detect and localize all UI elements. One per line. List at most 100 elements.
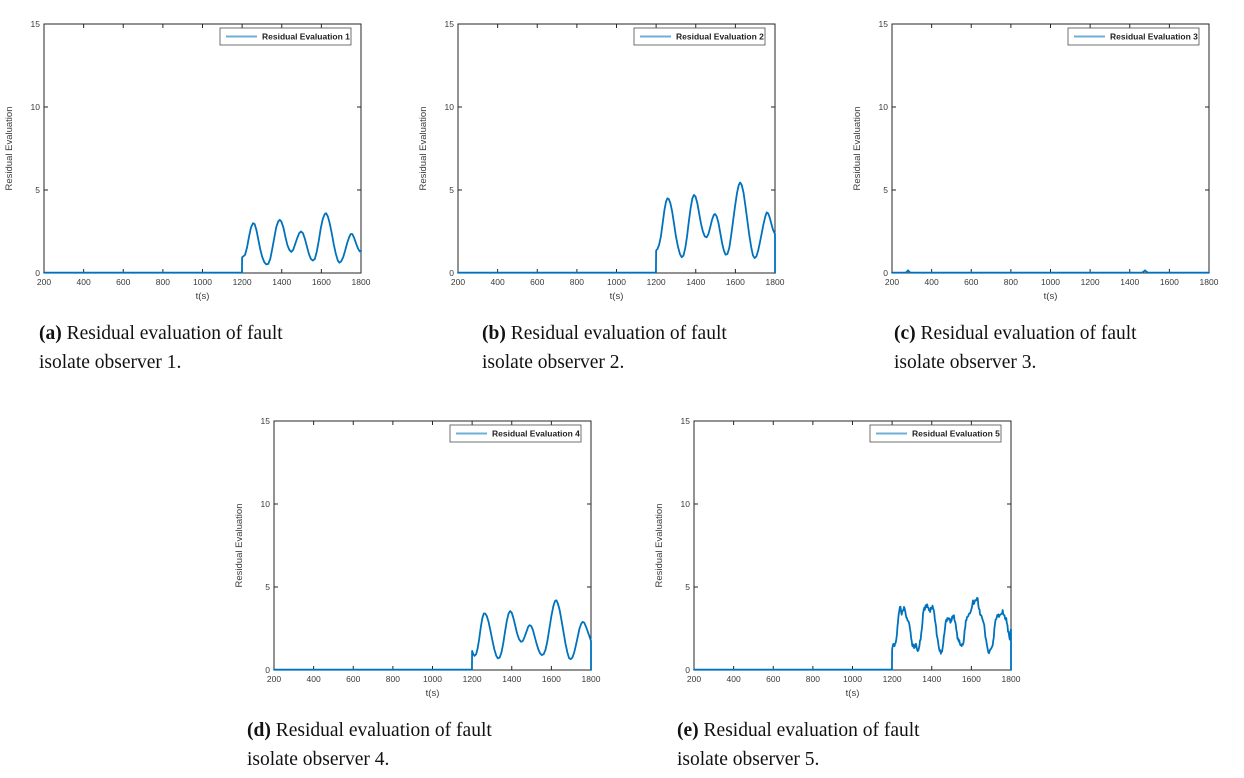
x-tick-label: 1000: [423, 674, 442, 684]
legend: Residual Evaluation 2: [633, 27, 766, 46]
x-tick-label: 1600: [542, 674, 561, 684]
y-tick-label: 0: [449, 268, 454, 278]
series-line: [891, 269, 1210, 274]
x-tick-label: 1800: [582, 674, 601, 684]
y-tick-label: 15: [261, 416, 271, 426]
y-tick-label: 0: [265, 665, 270, 675]
legend-label: Residual Evaluation 5: [912, 429, 1000, 439]
x-tick-label: 200: [885, 277, 899, 287]
caption-e-marker: (e): [677, 720, 699, 741]
caption-e-line1: Residual evaluation of fault: [703, 720, 920, 741]
y-tick-label: 5: [35, 185, 40, 195]
top-row: 200 400 600 800 1000 1200 1400 1600 1800 0 5 10 15 t(…: [0, 0, 1244, 377]
x-tick-label: 1800: [766, 277, 785, 287]
subplot-d: 200 400 600 800 1000 1200 1400 1600 1800 0 5 10 15 t(…: [202, 397, 622, 774]
x-axis-label: t(s): [196, 291, 210, 302]
legend: Residual Evaluation 4: [449, 424, 582, 443]
plot-svg: 200 400 600 800 1000 1200 1400 1600 1800 0 5 10 15 t(…: [418, 19, 785, 302]
chart-residual-evaluation-2: 200 400 600 800 1000 1200 1400 1600 1800 0 5 10 15 t(…: [414, 0, 789, 305]
y-axis-label: Residual Evaluation: [418, 107, 429, 191]
plot-svg: 200 400 600 800 1000 1200 1400 1600 1800 0 5 10 15 t(…: [4, 19, 371, 302]
axes-box: [43, 23, 362, 274]
x-tick-label: 1400: [272, 277, 291, 287]
x-axis-label: t(s): [1044, 291, 1058, 302]
legend-label: Residual Evaluation 3: [1110, 32, 1198, 42]
axes-box: [457, 23, 776, 274]
subplot-e: 200 400 600 800 1000 1200 1400 1600 1800 0 5 10 15 t(…: [622, 397, 1042, 774]
x-tick-label: 800: [570, 277, 584, 287]
x-tick-label: 1600: [726, 277, 745, 287]
x-axis-label: t(s): [846, 688, 860, 699]
subplot-b: 200 400 600 800 1000 1200 1400 1600 1800 0 5 10 15 t(…: [414, 0, 828, 377]
caption-b-marker: (b): [482, 323, 506, 344]
x-tick-label: 1200: [463, 674, 482, 684]
x-tick-label: 400: [727, 674, 741, 684]
legend: Residual Evaluation 1: [219, 27, 352, 46]
y-tick-label: 15: [879, 19, 889, 29]
caption-c: (c) Residual evaluation of fault isolate …: [894, 319, 1194, 377]
x-tick-label: 1600: [312, 277, 331, 287]
legend-label: Residual Evaluation 4: [492, 429, 580, 439]
caption-b-line2: isolate observer 2.: [482, 352, 625, 373]
x-tick-label: 1200: [883, 674, 902, 684]
caption-e-line2: isolate observer 5.: [677, 749, 820, 770]
series-line: [693, 596, 1012, 671]
y-tick-label: 10: [31, 102, 41, 112]
legend-label: Residual Evaluation 1: [262, 32, 350, 42]
x-tick-label: 400: [307, 674, 321, 684]
x-tick-label: 1000: [193, 277, 212, 287]
y-tick-label: 15: [31, 19, 41, 29]
chart-residual-evaluation-3: 200 400 600 800 1000 1200 1400 1600 1800 0 5 10 15 t(…: [848, 0, 1223, 305]
y-tick-label: 5: [685, 582, 690, 592]
x-axis-label: t(s): [610, 291, 624, 302]
plot-svg: 200 400 600 800 1000 1200 1400 1600 1800 0 5 10 15 t(…: [654, 416, 1021, 699]
x-tick-label: 800: [806, 674, 820, 684]
caption-a-marker: (a): [39, 323, 62, 344]
axes-box: [273, 420, 592, 671]
x-tick-label: 400: [925, 277, 939, 287]
x-axis-label: t(s): [426, 688, 440, 699]
y-tick-label: 15: [681, 416, 691, 426]
x-tick-label: 600: [766, 674, 780, 684]
caption-b: (b) Residual evaluation of fault isolate …: [482, 319, 782, 377]
x-tick-label: 800: [386, 674, 400, 684]
legend: Residual Evaluation 5: [869, 424, 1002, 443]
x-tick-label: 1400: [922, 674, 941, 684]
chart-residual-evaluation-5: 200 400 600 800 1000 1200 1400 1600 1800 0 5 10 15 t(…: [650, 397, 1025, 702]
x-tick-label: 1200: [233, 277, 252, 287]
x-tick-label: 1800: [352, 277, 371, 287]
x-tick-label: 400: [491, 277, 505, 287]
x-tick-label: 200: [37, 277, 51, 287]
x-tick-label: 400: [77, 277, 91, 287]
plot-svg: 200 400 600 800 1000 1200 1400 1600 1800 0 5 10 15 t(…: [852, 19, 1219, 302]
x-tick-label: 600: [964, 277, 978, 287]
y-tick-label: 5: [265, 582, 270, 592]
plot-svg: 200 400 600 800 1000 1200 1400 1600 1800 0 5 10 15 t(…: [234, 416, 601, 699]
chart-residual-evaluation-1: 200 400 600 800 1000 1200 1400 1600 1800 0 5 10 15 t(…: [0, 0, 375, 305]
caption-c-line2: isolate observer 3.: [894, 352, 1037, 373]
y-axis-label: Residual Evaluation: [234, 504, 245, 588]
axes-box: [693, 420, 1012, 671]
legend: Residual Evaluation 3: [1067, 27, 1200, 46]
subplot-a: 200 400 600 800 1000 1200 1400 1600 1800 0 5 10 15 t(…: [0, 0, 414, 377]
caption-d-line1: Residual evaluation of fault: [275, 720, 492, 741]
x-tick-label: 1000: [843, 674, 862, 684]
x-tick-label: 600: [530, 277, 544, 287]
subplot-c: 200 400 600 800 1000 1200 1400 1600 1800 0 5 10 15 t(…: [828, 0, 1242, 377]
x-tick-label: 1200: [647, 277, 666, 287]
y-axis-label: Residual Evaluation: [654, 504, 665, 588]
x-tick-label: 1600: [1160, 277, 1179, 287]
x-tick-label: 1000: [607, 277, 626, 287]
caption-d: (d) Residual evaluation of fault isolate …: [247, 716, 547, 774]
y-tick-label: 10: [261, 499, 271, 509]
x-tick-label: 1000: [1041, 277, 1060, 287]
y-tick-label: 5: [449, 185, 454, 195]
caption-a-line2: isolate observer 1.: [39, 352, 182, 373]
x-tick-label: 1400: [686, 277, 705, 287]
x-tick-label: 1600: [962, 674, 981, 684]
chart-residual-evaluation-4: 200 400 600 800 1000 1200 1400 1600 1800 0 5 10 15 t(…: [230, 397, 605, 702]
x-tick-label: 200: [267, 674, 281, 684]
legend-box: [1067, 27, 1200, 46]
x-tick-label: 600: [116, 277, 130, 287]
